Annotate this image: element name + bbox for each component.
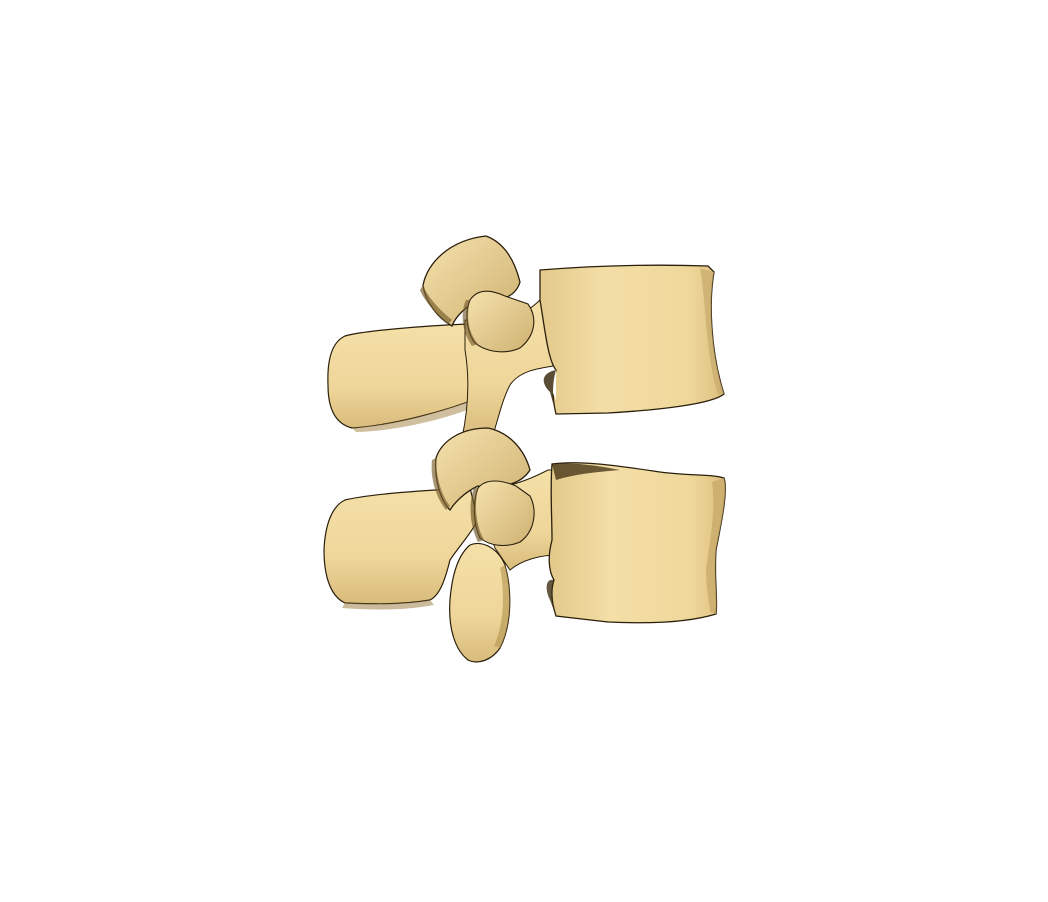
lower-vertebral-body: [548, 462, 726, 624]
upper-vertebral-body: [539, 264, 725, 415]
upper-spinous-process: [327, 323, 479, 429]
lower-inferior-articular-process: [449, 543, 511, 663]
upper-superior-articular-process: [422, 235, 521, 327]
lower-superior-articular-process: [434, 427, 531, 512]
lower-vertebra[interactable]: [323, 427, 726, 663]
upper-vertebra[interactable]: [327, 235, 725, 439]
